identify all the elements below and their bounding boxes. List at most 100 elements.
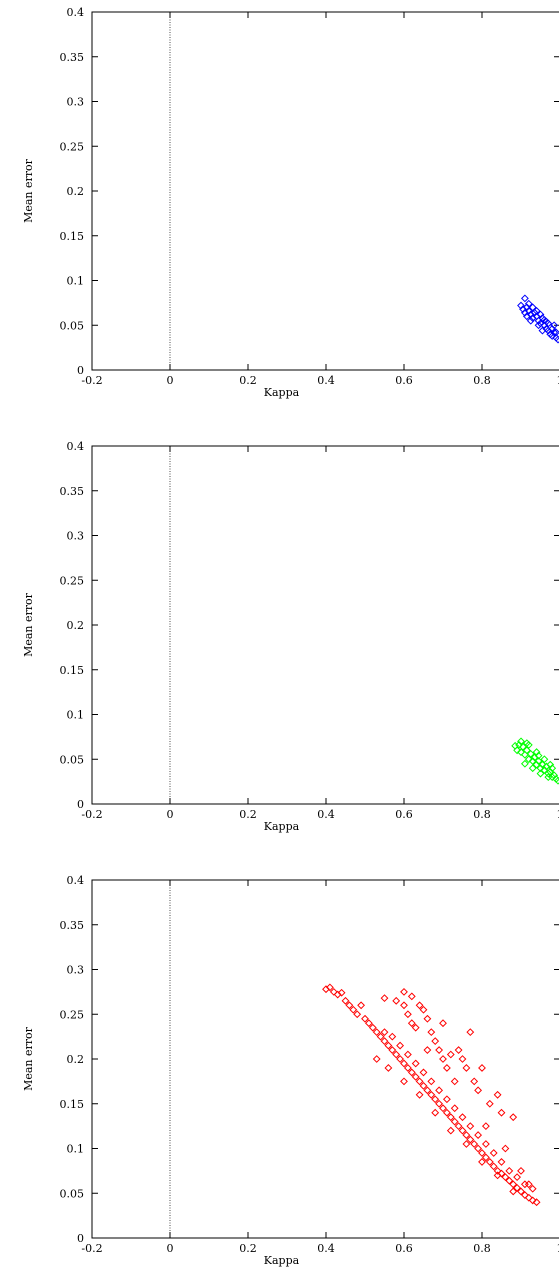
data-point [439, 1019, 447, 1028]
data-point [403, 1050, 412, 1059]
data-point [538, 326, 547, 335]
data-point [466, 1122, 475, 1131]
data-point [392, 1050, 401, 1059]
data-point [520, 294, 529, 303]
y-tick-label: 0.15 [60, 230, 85, 243]
data-point [481, 1122, 490, 1131]
data-point [427, 1028, 436, 1037]
data-point [325, 983, 334, 992]
data-point [431, 1095, 440, 1104]
x-tick-label: 0.8 [473, 374, 491, 387]
data-point [522, 746, 531, 755]
data-point [396, 1041, 405, 1050]
data-point [458, 1113, 467, 1122]
data-point [415, 1077, 424, 1086]
data-point [520, 1191, 529, 1199]
data-point [384, 1041, 393, 1050]
plot-frame [91, 11, 559, 371]
data-point [462, 1131, 471, 1139]
y-tick-label: 0.4 [67, 6, 85, 19]
data-point [546, 760, 555, 769]
data-point [380, 1037, 389, 1046]
y-tick-label: 0.05 [60, 753, 85, 766]
data-point [446, 1113, 455, 1122]
data-point [532, 748, 541, 756]
data-point [519, 742, 527, 751]
data-point [415, 1090, 424, 1099]
data-point [497, 1108, 506, 1117]
data-point [454, 1046, 463, 1054]
data-point [419, 1068, 428, 1077]
data-point [439, 1104, 447, 1113]
data-point [513, 1173, 522, 1182]
data-point [407, 1019, 416, 1028]
data-point [400, 1001, 408, 1010]
data-point [524, 741, 533, 749]
data-point [384, 1064, 393, 1072]
data-point [474, 1144, 483, 1153]
data-point [528, 314, 537, 322]
data-point [517, 1166, 525, 1175]
x-axis-label: Kappa [264, 1254, 300, 1267]
data-point [388, 1046, 397, 1054]
y-tick-label: 0.05 [60, 319, 85, 332]
data-point [427, 1090, 436, 1099]
data-point [400, 987, 408, 996]
data-series [322, 983, 541, 1207]
y-axis-label: Mean error [22, 592, 35, 657]
data-point [554, 776, 559, 785]
data-point [470, 1140, 479, 1148]
data-point [446, 1050, 455, 1059]
plot-frame [91, 445, 559, 805]
data-point [380, 994, 389, 1003]
data-point [544, 326, 553, 335]
chart-panel-3: -0.200.20.40.60.8100.050.10.150.20.250.3… [22, 874, 559, 1267]
data-point [396, 1055, 405, 1063]
data-point [522, 739, 531, 748]
y-tick-label: 0.35 [60, 51, 85, 64]
data-point [534, 321, 543, 330]
x-tick-label: 0.2 [239, 1242, 257, 1255]
y-tick-label: 0 [77, 364, 84, 377]
y-tick-label: 0.15 [60, 1098, 85, 1111]
data-point [513, 746, 522, 755]
y-tick-label: 0.15 [60, 664, 85, 677]
y-tick-label: 0.35 [60, 919, 85, 932]
y-tick-label: 0.3 [67, 96, 85, 109]
data-point [442, 1108, 451, 1117]
data-point [419, 1081, 428, 1090]
data-point [411, 1059, 420, 1068]
y-tick-label: 0.35 [60, 485, 85, 498]
data-point [431, 1108, 440, 1117]
data-point [400, 1059, 408, 1068]
data-point [322, 985, 330, 994]
data-point [333, 990, 342, 999]
data-point [536, 310, 545, 319]
y-tick-label: 0.1 [67, 709, 85, 722]
data-point [552, 328, 559, 337]
y-tick-label: 0 [77, 1232, 84, 1245]
data-point [411, 1072, 420, 1081]
x-tick-label: 1 [557, 1242, 559, 1255]
data-point [497, 1158, 506, 1166]
y-tick-label: 0.25 [60, 1008, 85, 1021]
data-point [478, 1149, 486, 1157]
y-tick-label: 0.4 [67, 874, 85, 887]
data-point [526, 749, 535, 758]
data-point [372, 1028, 381, 1037]
data-point [481, 1153, 490, 1162]
y-tick-label: 0.4 [67, 440, 85, 453]
data-point [419, 1005, 428, 1014]
data-point [520, 308, 529, 317]
data-point [532, 1198, 541, 1207]
data-point [380, 1028, 389, 1037]
data-point [505, 1166, 514, 1175]
data-point [462, 1064, 471, 1072]
data-point [522, 312, 531, 321]
data-point [524, 1180, 533, 1189]
data-point [509, 1187, 518, 1196]
data-point [446, 1126, 455, 1135]
x-axis-label: Kappa [264, 386, 300, 399]
x-tick-label: 0.2 [239, 374, 257, 387]
